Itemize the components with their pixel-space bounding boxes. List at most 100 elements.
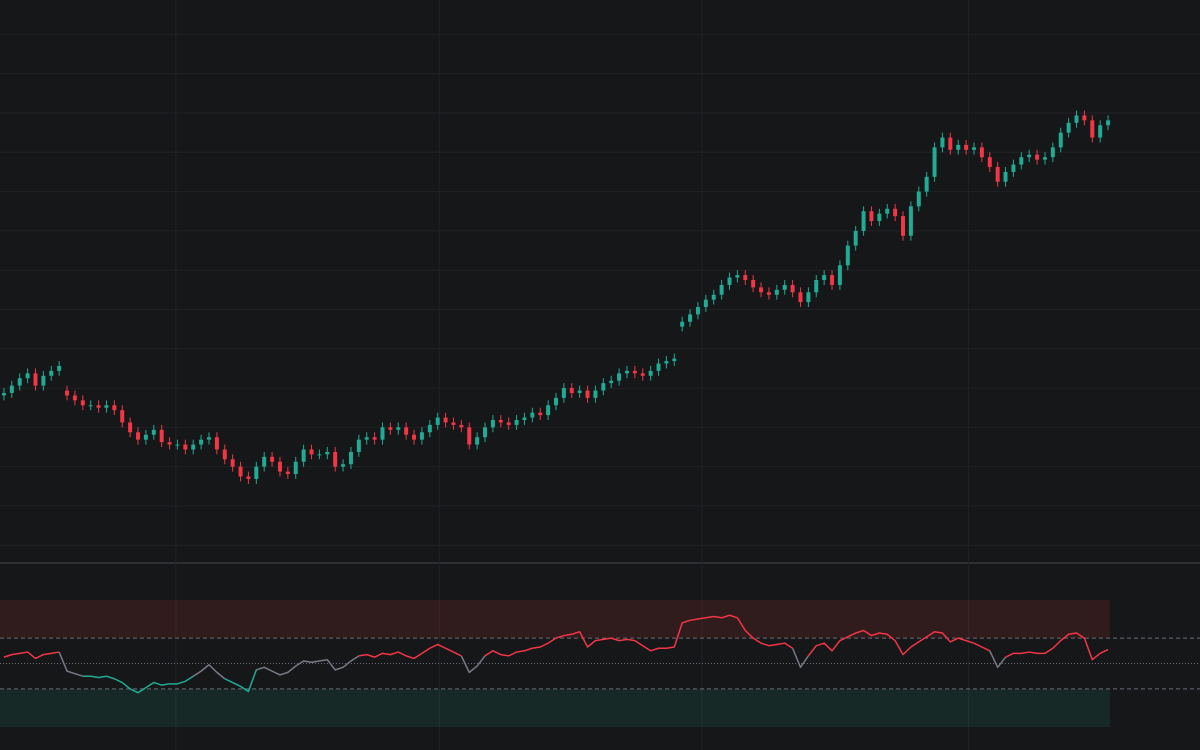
candle-body [853,230,858,246]
candle-body [333,451,338,467]
candle-body [25,373,30,379]
candle-body [427,424,432,433]
candle-body [822,275,827,280]
candle-body [577,390,582,393]
candle-body [285,471,290,475]
candle-body [908,206,913,236]
candle-body [664,361,669,364]
candle-body [341,464,346,467]
rsi-line [82,675,194,694]
candles [1,110,1111,484]
candle-body [1035,154,1040,160]
candle-body [443,417,448,423]
candle-body [80,400,85,406]
candle-body [790,284,795,293]
candle-body [459,424,464,428]
candle-body [901,216,906,236]
rsi-line [256,655,360,676]
candle-body [246,476,251,479]
rsi-line [989,650,1007,669]
candle-body [1050,147,1055,158]
rsi-line [192,664,226,680]
candle-body [356,439,361,452]
candle-body [206,437,211,440]
candle-body [49,370,54,376]
candle-body [388,427,393,430]
candle-body [475,437,480,445]
candle-body [1027,154,1032,158]
candle-body [104,405,109,408]
candle-body [41,375,46,386]
candle-body [277,461,282,472]
candle-body [987,157,992,168]
candle-body [1011,164,1016,172]
candle-body [971,147,976,150]
rsi-line [3,651,60,660]
candle-body [309,449,314,455]
candle-body [238,466,243,477]
candle-body [136,432,141,440]
candle-body [1058,132,1063,148]
candle-body [766,292,771,295]
rsi-line [1005,632,1109,661]
candle-body [435,417,440,425]
candle-body [293,461,298,475]
rsi-line [484,614,794,657]
candle-body [703,299,708,308]
candle-body [159,429,164,443]
candle-body [806,292,811,303]
candle-body [1082,115,1087,121]
candle-body [72,395,77,401]
candle-body [270,456,275,462]
candle-body [65,390,70,396]
candle-body [498,420,503,423]
candle-body [1066,122,1071,133]
rsi-line [58,651,84,677]
candle-body [1003,171,1008,182]
candle-body [648,370,653,376]
candle-body [348,451,353,465]
candle-body [57,365,62,371]
candle-body [419,432,424,440]
candle-body [175,444,180,446]
candle-body [680,321,685,327]
candle-body [561,388,566,398]
candle-body [672,358,677,362]
candle-body [262,456,267,467]
rsi-pane [0,600,1200,727]
candle-body [33,373,38,386]
candle-body [380,427,385,440]
candle-body [514,420,519,425]
candle-body [483,427,488,438]
candle-body [301,449,306,462]
candle-body [128,422,133,433]
candle-body [372,437,377,440]
candle-body [17,378,22,386]
candle-body [601,383,606,391]
candle-body [885,208,890,214]
candle-body [695,307,700,315]
candle-body [1098,125,1103,138]
rsi-line [807,629,991,657]
candle-body [948,137,953,150]
candle-body [609,380,614,384]
candle-body [940,137,945,148]
candle-body [1019,157,1024,165]
band [0,688,1110,727]
candle-body [932,147,937,177]
band [0,600,1110,639]
candle-body [585,390,590,398]
candle-body [569,388,574,393]
candle-body [404,427,409,435]
candle-body [1042,157,1047,160]
candle-body [1074,115,1079,123]
candle-body [143,434,148,440]
candle-body [151,429,156,435]
candle-body [1,392,6,396]
candle-body [254,466,259,479]
candle-body [782,284,787,290]
candle-body [451,422,456,425]
candle-body [640,373,645,376]
candle-body [869,211,874,222]
